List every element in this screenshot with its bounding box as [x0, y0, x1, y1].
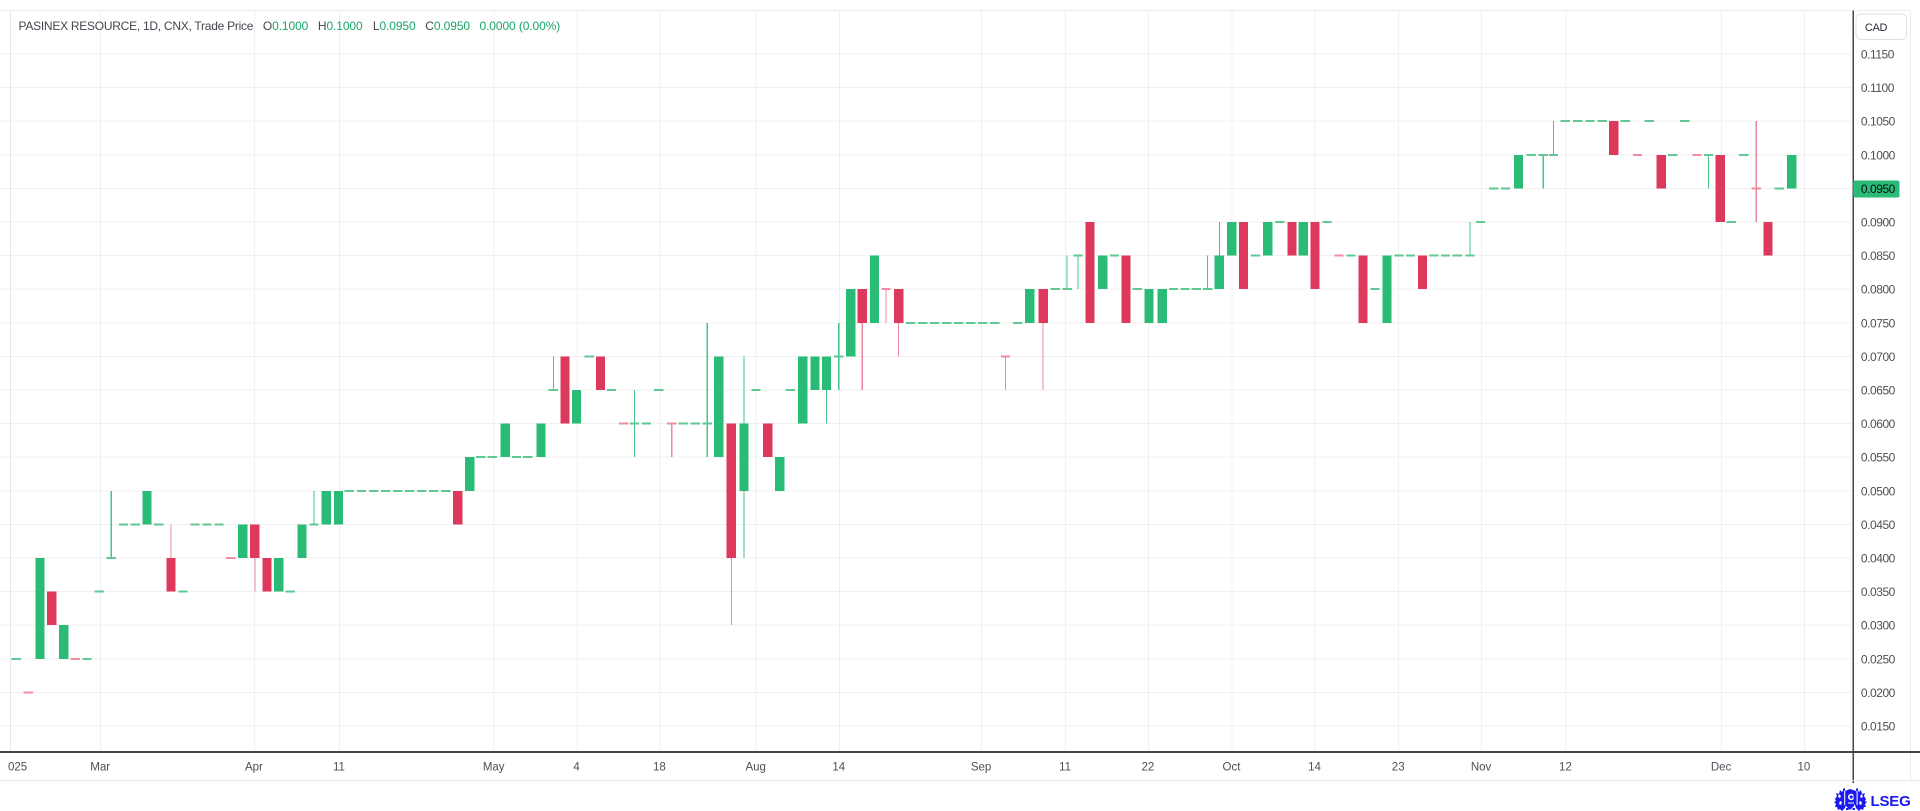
svg-text:LSEG: LSEG — [1871, 793, 1911, 810]
svg-text:0.0850: 0.0850 — [1861, 249, 1896, 263]
svg-text:PASINEX RESOURCE, 1D, CNX, Tra: PASINEX RESOURCE, 1D, CNX, Trade Price — [19, 19, 254, 33]
svg-text:May: May — [483, 762, 505, 774]
svg-text:0.0450: 0.0450 — [1861, 518, 1896, 532]
svg-text:Aug: Aug — [745, 762, 765, 774]
svg-text:0.0550: 0.0550 — [1861, 451, 1896, 465]
svg-text:22: 22 — [1142, 762, 1155, 774]
svg-text:Nov: Nov — [1471, 762, 1492, 774]
svg-text:Oct: Oct — [1223, 762, 1242, 774]
svg-text:12: 12 — [1559, 762, 1572, 774]
svg-text:0.0150: 0.0150 — [1861, 720, 1896, 734]
svg-text:0.0250: 0.0250 — [1861, 652, 1896, 666]
svg-text:0.0800: 0.0800 — [1861, 283, 1896, 297]
svg-text:Mar: Mar — [90, 762, 110, 774]
svg-text:0.0950: 0.0950 — [1861, 182, 1896, 196]
svg-text:0.0200: 0.0200 — [1861, 686, 1896, 700]
svg-text:Sep: Sep — [971, 762, 991, 774]
svg-text:0.0700: 0.0700 — [1861, 350, 1896, 364]
svg-text:14: 14 — [832, 762, 845, 774]
svg-text:14: 14 — [1308, 762, 1321, 774]
svg-text:Dec: Dec — [1711, 762, 1732, 774]
svg-text:H0.1000: H0.1000 — [318, 19, 363, 33]
svg-text:10: 10 — [1798, 762, 1811, 774]
svg-text:CAD: CAD — [1865, 22, 1888, 34]
svg-text:0.0350: 0.0350 — [1861, 585, 1896, 599]
svg-text:C0.0950: C0.0950 — [425, 19, 470, 33]
svg-text:0.0750: 0.0750 — [1861, 316, 1896, 330]
svg-text:025: 025 — [8, 762, 27, 774]
svg-text:O0.1000: O0.1000 — [263, 19, 309, 33]
svg-text:L0.0950: L0.0950 — [373, 19, 416, 33]
svg-text:0.1050: 0.1050 — [1861, 115, 1896, 129]
svg-text:0.0000 (0.00%): 0.0000 (0.00%) — [480, 19, 561, 33]
svg-text:0.0500: 0.0500 — [1861, 484, 1896, 498]
svg-text:0.0400: 0.0400 — [1861, 552, 1896, 566]
svg-text:18: 18 — [653, 762, 666, 774]
svg-text:0.1000: 0.1000 — [1861, 148, 1896, 162]
svg-text:0.0650: 0.0650 — [1861, 384, 1896, 398]
svg-text:Apr: Apr — [245, 762, 263, 774]
svg-text:0.0900: 0.0900 — [1861, 216, 1896, 230]
svg-text:11: 11 — [333, 762, 345, 774]
svg-text:0.1150: 0.1150 — [1861, 48, 1895, 62]
svg-text:0.0300: 0.0300 — [1861, 619, 1896, 633]
svg-text:11: 11 — [1059, 762, 1071, 774]
svg-text:23: 23 — [1392, 762, 1405, 774]
svg-text:4: 4 — [573, 762, 580, 774]
svg-text:0.1100: 0.1100 — [1861, 81, 1895, 95]
svg-text:0.0600: 0.0600 — [1861, 417, 1896, 431]
